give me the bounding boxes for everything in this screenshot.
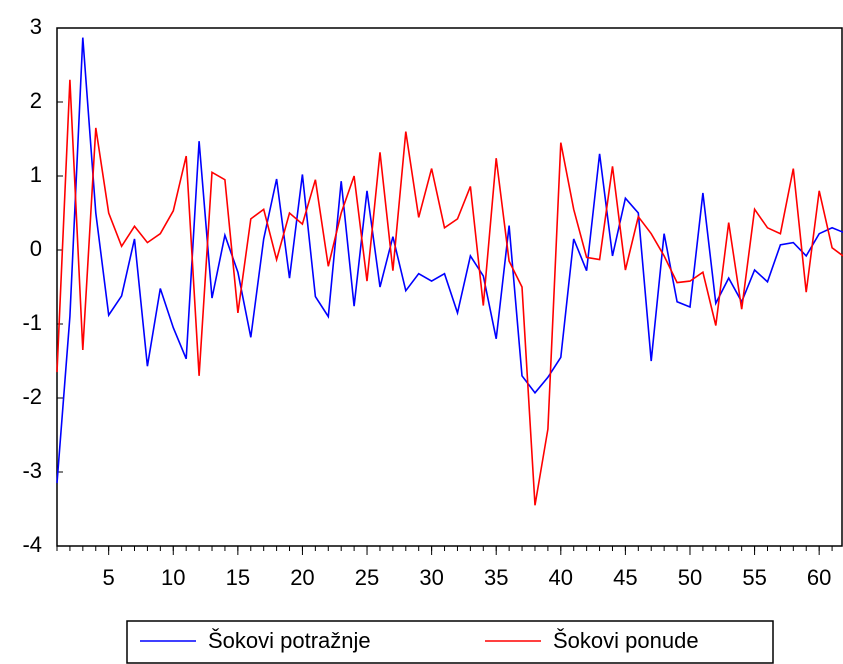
y-tick-label: -2 <box>22 384 42 409</box>
legend-label: Šokovi potražnje <box>208 628 371 653</box>
x-tick-label: 35 <box>484 565 508 590</box>
y-tick-label: -1 <box>22 310 42 335</box>
legend-box <box>126 620 774 664</box>
x-tick-label: 20 <box>290 565 314 590</box>
series-line <box>56 37 843 484</box>
x-tick-label: 55 <box>742 565 766 590</box>
x-tick-label: 25 <box>355 565 379 590</box>
x-tick-label: 15 <box>226 565 250 590</box>
x-tick-label: 50 <box>678 565 702 590</box>
x-tick-label: 45 <box>613 565 637 590</box>
y-tick-label: -4 <box>22 532 42 557</box>
y-tick-label: 0 <box>30 236 42 261</box>
plot-frame <box>56 27 843 547</box>
x-tick-label: 5 <box>103 565 115 590</box>
legend-label: Šokovi ponude <box>553 628 699 653</box>
x-tick-label: 30 <box>419 565 443 590</box>
y-tick-label: 2 <box>30 88 42 113</box>
x-tick-label: 10 <box>161 565 185 590</box>
x-tick-label: 40 <box>549 565 573 590</box>
x-tick-label: 60 <box>807 565 831 590</box>
y-tick-label: 1 <box>30 162 42 187</box>
y-tick-label: -3 <box>22 458 42 483</box>
series-line <box>56 79 843 506</box>
y-tick-label: 3 <box>30 14 42 39</box>
